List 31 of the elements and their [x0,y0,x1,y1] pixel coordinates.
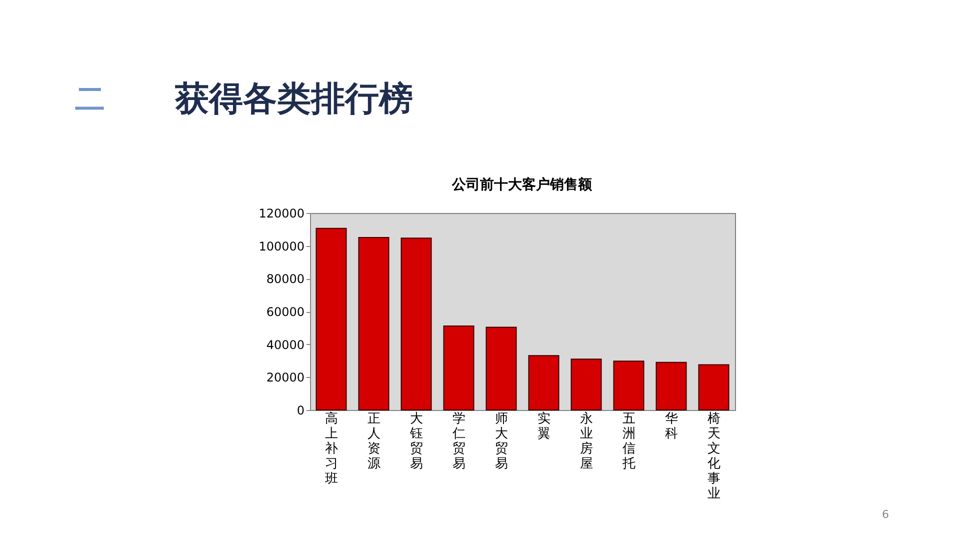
x-tick-label: 学仁贸易 [451,412,466,472]
x-tick-label: 实翼 [537,412,550,442]
x-tick-label: 大钰贸易 [408,412,423,472]
text: 二 [75,82,105,117]
text: 获得各类排行榜 [174,79,413,119]
y-tick-label: 20000 [266,370,304,385]
y-tick-label: 40000 [266,338,304,352]
chart-title: 公司前十大客户销售额 [451,176,593,193]
x-tick-label: 师大贸易 [494,412,508,472]
bar [528,355,560,410]
x-tick-label: 高上补习班 [324,410,338,486]
bar [443,325,474,410]
bar [570,358,602,410]
bar [613,360,644,410]
x-tick-label: 永业房屋 [580,410,593,472]
x-tick-label: 正人资源 [367,412,380,472]
bar [400,238,432,410]
bar [486,326,517,410]
x-tick-label: 五洲信托 [621,412,636,472]
bar [698,364,730,410]
bar [316,228,347,410]
x-tick-label: 华科 [664,412,678,442]
y-tick-label: 0 [296,404,304,418]
bar [656,362,687,410]
x-tick-label: 椅天文化事业 [707,412,720,502]
y-tick-label: 100000 [258,239,304,254]
y-tick-label: 80000 [266,272,304,286]
bar [358,236,390,410]
y-tick-label: 60000 [266,305,304,319]
y-tick-label: 120000 [258,206,304,220]
text: 6 [882,508,889,521]
